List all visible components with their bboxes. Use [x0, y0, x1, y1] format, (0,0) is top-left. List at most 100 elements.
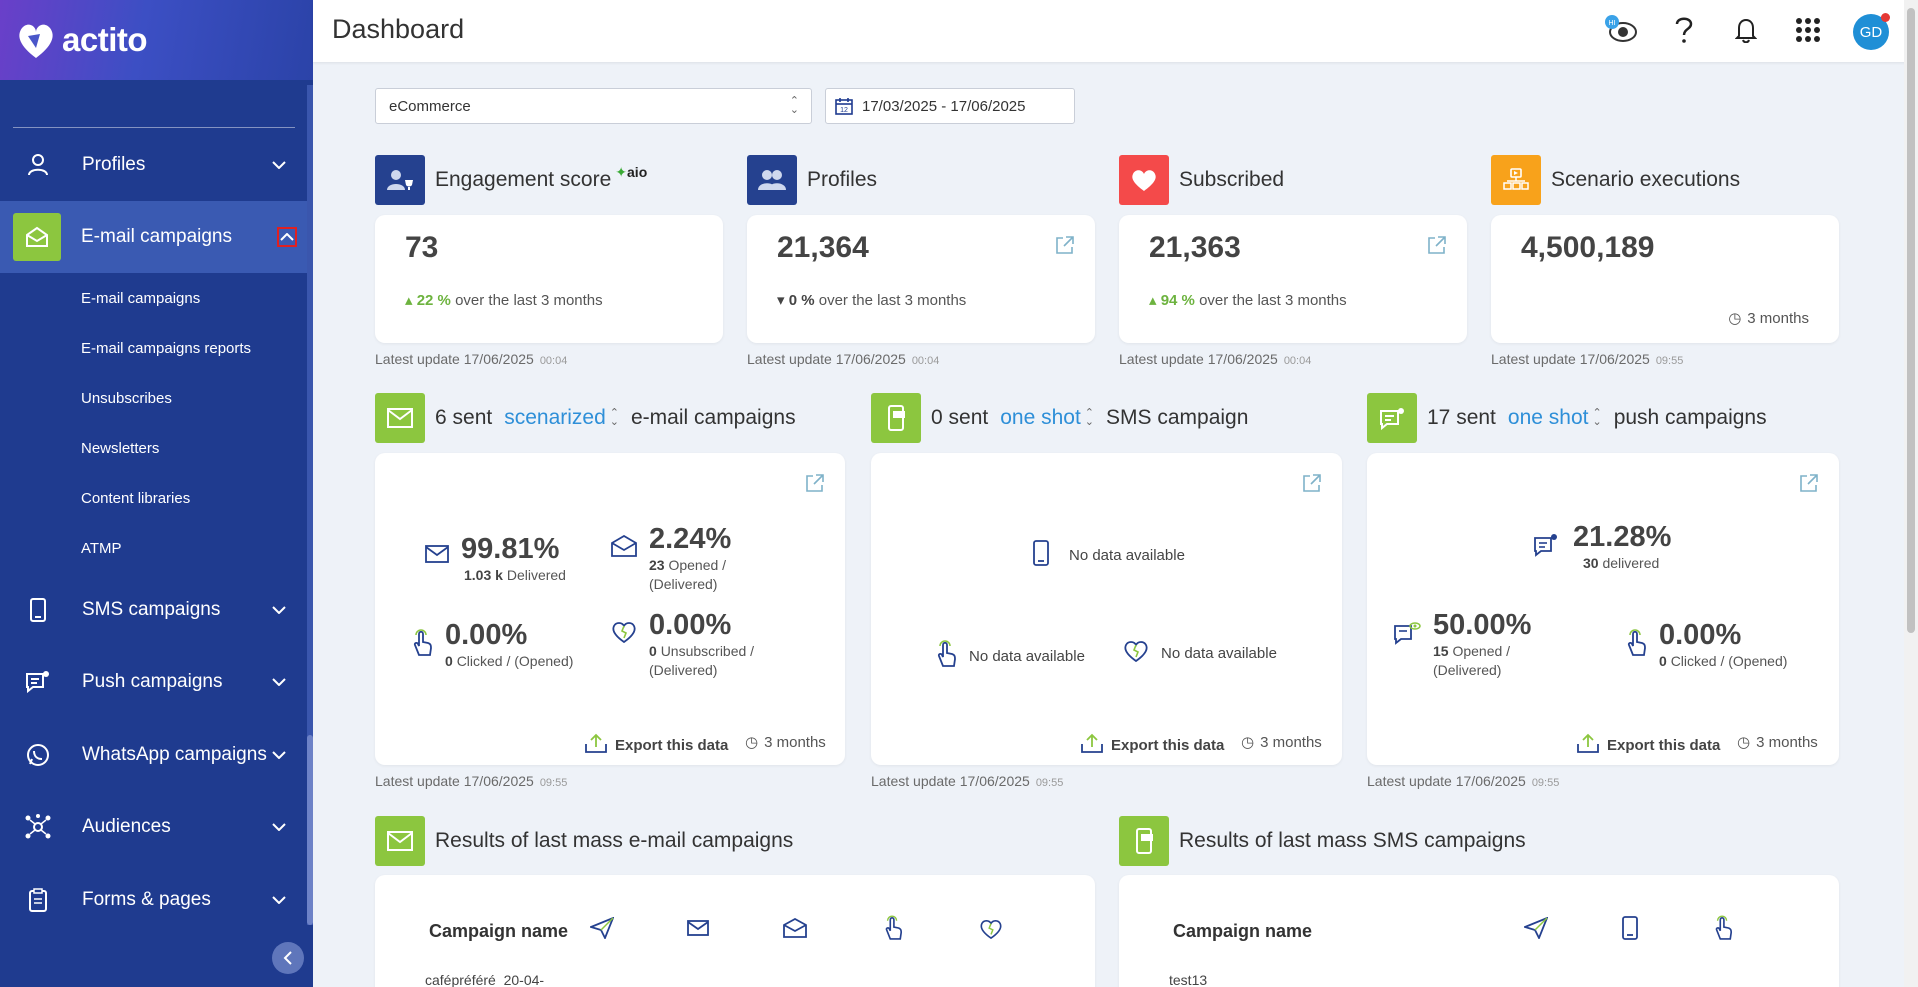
- sidebar-divider: [13, 127, 295, 128]
- chevron-down-icon[interactable]: [269, 745, 289, 765]
- chevron-up-icon[interactable]: [277, 227, 297, 247]
- campaign-mode-select[interactable]: scenarized: [504, 406, 606, 429]
- users-icon: [747, 155, 797, 205]
- external-link-icon[interactable]: [1055, 235, 1075, 260]
- kpi-value: 21,364: [777, 231, 869, 264]
- subnav-email-campaigns[interactable]: E-mail campaigns: [81, 290, 201, 307]
- subnav-content-libraries[interactable]: Content libraries: [81, 490, 191, 507]
- assistant-eye-icon[interactable]: HI: [1603, 12, 1639, 48]
- broken-heart-icon: [1123, 640, 1149, 666]
- subnav-newsletters[interactable]: Newsletters: [81, 440, 160, 457]
- subnav-unsubscribes[interactable]: Unsubscribes: [81, 390, 172, 407]
- campaign-mode-select[interactable]: one shot: [1507, 406, 1589, 429]
- email-results-card: Campaign name cafépréféré_20-04-: [375, 875, 1095, 987]
- send-icon[interactable]: [1522, 916, 1549, 944]
- envelope-icon: [375, 393, 425, 443]
- sidebar-item-audiences[interactable]: Audiences: [0, 792, 307, 862]
- kpi-value: 21,363: [1149, 231, 1241, 264]
- clipboard-icon: [20, 882, 56, 918]
- sidebar-item-email-campaigns[interactable]: E-mail campaigns: [0, 201, 307, 273]
- subnav-atmp[interactable]: ATMP: [81, 540, 122, 557]
- subnav-email-campaigns-reports[interactable]: E-mail campaigns reports: [81, 340, 252, 357]
- mobile-message-icon: [871, 393, 921, 443]
- sidebar-item-label: Profiles: [82, 154, 146, 175]
- kpi-subscribed-header: Subscribed: [1119, 155, 1284, 205]
- external-link-icon[interactable]: [1427, 235, 1447, 260]
- main-scrollbar[interactable]: [1904, 0, 1918, 987]
- campaign-mode-select[interactable]: one shot: [1000, 406, 1081, 429]
- sms-campaign-stats-card: No data available No data available No d…: [871, 453, 1342, 765]
- svg-text:12: 12: [840, 107, 848, 114]
- period-label: ◷ 3 months: [1241, 733, 1322, 752]
- sidebar-item-sms-campaigns[interactable]: SMS campaigns: [0, 575, 307, 645]
- sent-count: 0 sent: [931, 406, 989, 429]
- kpi-scenario-card: 4,500,189 ◷ 3 months: [1491, 215, 1839, 343]
- sidebar-item-push-campaigns[interactable]: Push campaigns: [0, 647, 307, 717]
- sidebar: actito Profiles E-mail campaigns E-mail …: [0, 0, 313, 987]
- aio-badge: ✦aio: [615, 163, 648, 180]
- external-link-icon[interactable]: [1799, 473, 1819, 498]
- chevron-down-icon[interactable]: [269, 890, 289, 910]
- kpi-trend: ▴ 22 % over the last 3 months: [405, 292, 603, 309]
- brand-name: actito: [62, 21, 148, 58]
- sidebar-item-profiles[interactable]: Profiles: [0, 130, 307, 200]
- sidebar-item-label: Audiences: [82, 816, 171, 837]
- sidebar-item-label: E-mail campaigns: [81, 226, 232, 247]
- latest-update: Latest update 17/06/2025 09:55: [1367, 773, 1560, 789]
- envelope-open-icon[interactable]: [783, 917, 807, 943]
- notification-dot: [1881, 13, 1890, 22]
- avatar[interactable]: GD: [1853, 13, 1890, 50]
- sidebar-scrollbar[interactable]: [307, 85, 313, 925]
- send-icon[interactable]: [588, 916, 615, 944]
- campaign-name-cell[interactable]: cafépréféré_20-04-: [425, 972, 545, 987]
- export-data-button[interactable]: Export this data: [585, 733, 728, 757]
- chevron-down-icon[interactable]: [269, 817, 289, 837]
- external-link-icon[interactable]: [805, 473, 825, 498]
- scope-select[interactable]: eCommerce ⌃ ⌄: [375, 88, 812, 124]
- period-label: ◷ 3 months: [1737, 733, 1818, 752]
- chevron-down-icon[interactable]: [269, 155, 289, 175]
- apps-grid-icon[interactable]: [1790, 12, 1826, 48]
- click-hand-icon[interactable]: [1713, 915, 1733, 946]
- sort-arrows-icon: ⌃ ⌄: [789, 95, 799, 116]
- click-hand-icon[interactable]: [883, 915, 903, 946]
- sidebar-item-whatsapp-campaigns[interactable]: WhatsApp campaigns: [0, 720, 307, 790]
- unsubscribed-no-data: No data available: [1123, 640, 1277, 666]
- help-icon[interactable]: [1666, 12, 1702, 48]
- results-title: Results of last mass SMS campaigns: [1179, 829, 1526, 852]
- push-campaign-stats-card: 21.28% 30 delivered 50.00% 15 Opened / (De…: [1367, 453, 1839, 765]
- sms-results-card: Campaign name test13: [1119, 875, 1839, 987]
- delivered-no-data: No data available: [1033, 540, 1185, 570]
- kpi-title: Profiles: [807, 168, 878, 191]
- chevron-down-icon[interactable]: [269, 672, 289, 692]
- kpi-profiles-header: Profiles: [747, 155, 877, 205]
- broken-heart-icon[interactable]: [979, 919, 1003, 944]
- bell-icon[interactable]: [1728, 12, 1764, 48]
- column-header-campaign-name[interactable]: Campaign name: [429, 921, 569, 941]
- campaign-type-label: push campaigns: [1613, 406, 1767, 429]
- upload-icon: [585, 733, 607, 757]
- export-data-button[interactable]: Export this data: [1081, 733, 1224, 757]
- kpi-scenario-header: Scenario executions: [1491, 155, 1740, 205]
- envelope-icon: [375, 816, 425, 866]
- campaign-type-label: e-mail campaigns: [631, 406, 796, 429]
- logo[interactable]: actito: [0, 0, 313, 80]
- date-range-picker[interactable]: 12 17/03/2025 - 17/06/2025: [825, 88, 1075, 124]
- opened-stat: 2.24% 23 Opened / (Delivered): [611, 523, 759, 594]
- sent-count: 17 sent: [1427, 406, 1496, 429]
- chevron-down-icon[interactable]: [269, 600, 289, 620]
- mobile-phone-icon[interactable]: [1622, 916, 1638, 945]
- sidebar-item-forms-pages[interactable]: Forms & pages: [0, 865, 307, 935]
- latest-update: Latest update 17/06/2025 00:04: [747, 351, 940, 367]
- envelope-icon[interactable]: [687, 920, 709, 941]
- campaign-type-label: SMS campaign: [1106, 406, 1249, 429]
- collapse-sidebar-button[interactable]: [272, 942, 304, 974]
- export-data-button[interactable]: Export this data: [1577, 733, 1720, 757]
- external-link-icon[interactable]: [1302, 473, 1322, 498]
- email-campaign-stats-header: 6 sent scenarized ⌃ ⌄ e-mail campaigns: [375, 393, 796, 443]
- unsubscribed-stat: 0.00% 0 Unsubscribed / (Delivered): [611, 609, 779, 680]
- campaign-name-cell[interactable]: test13: [1169, 972, 1208, 987]
- column-header-campaign-name[interactable]: Campaign name: [1173, 921, 1313, 941]
- clicked-no-data: No data available: [935, 640, 1085, 672]
- clock-icon: ◷: [1737, 734, 1751, 751]
